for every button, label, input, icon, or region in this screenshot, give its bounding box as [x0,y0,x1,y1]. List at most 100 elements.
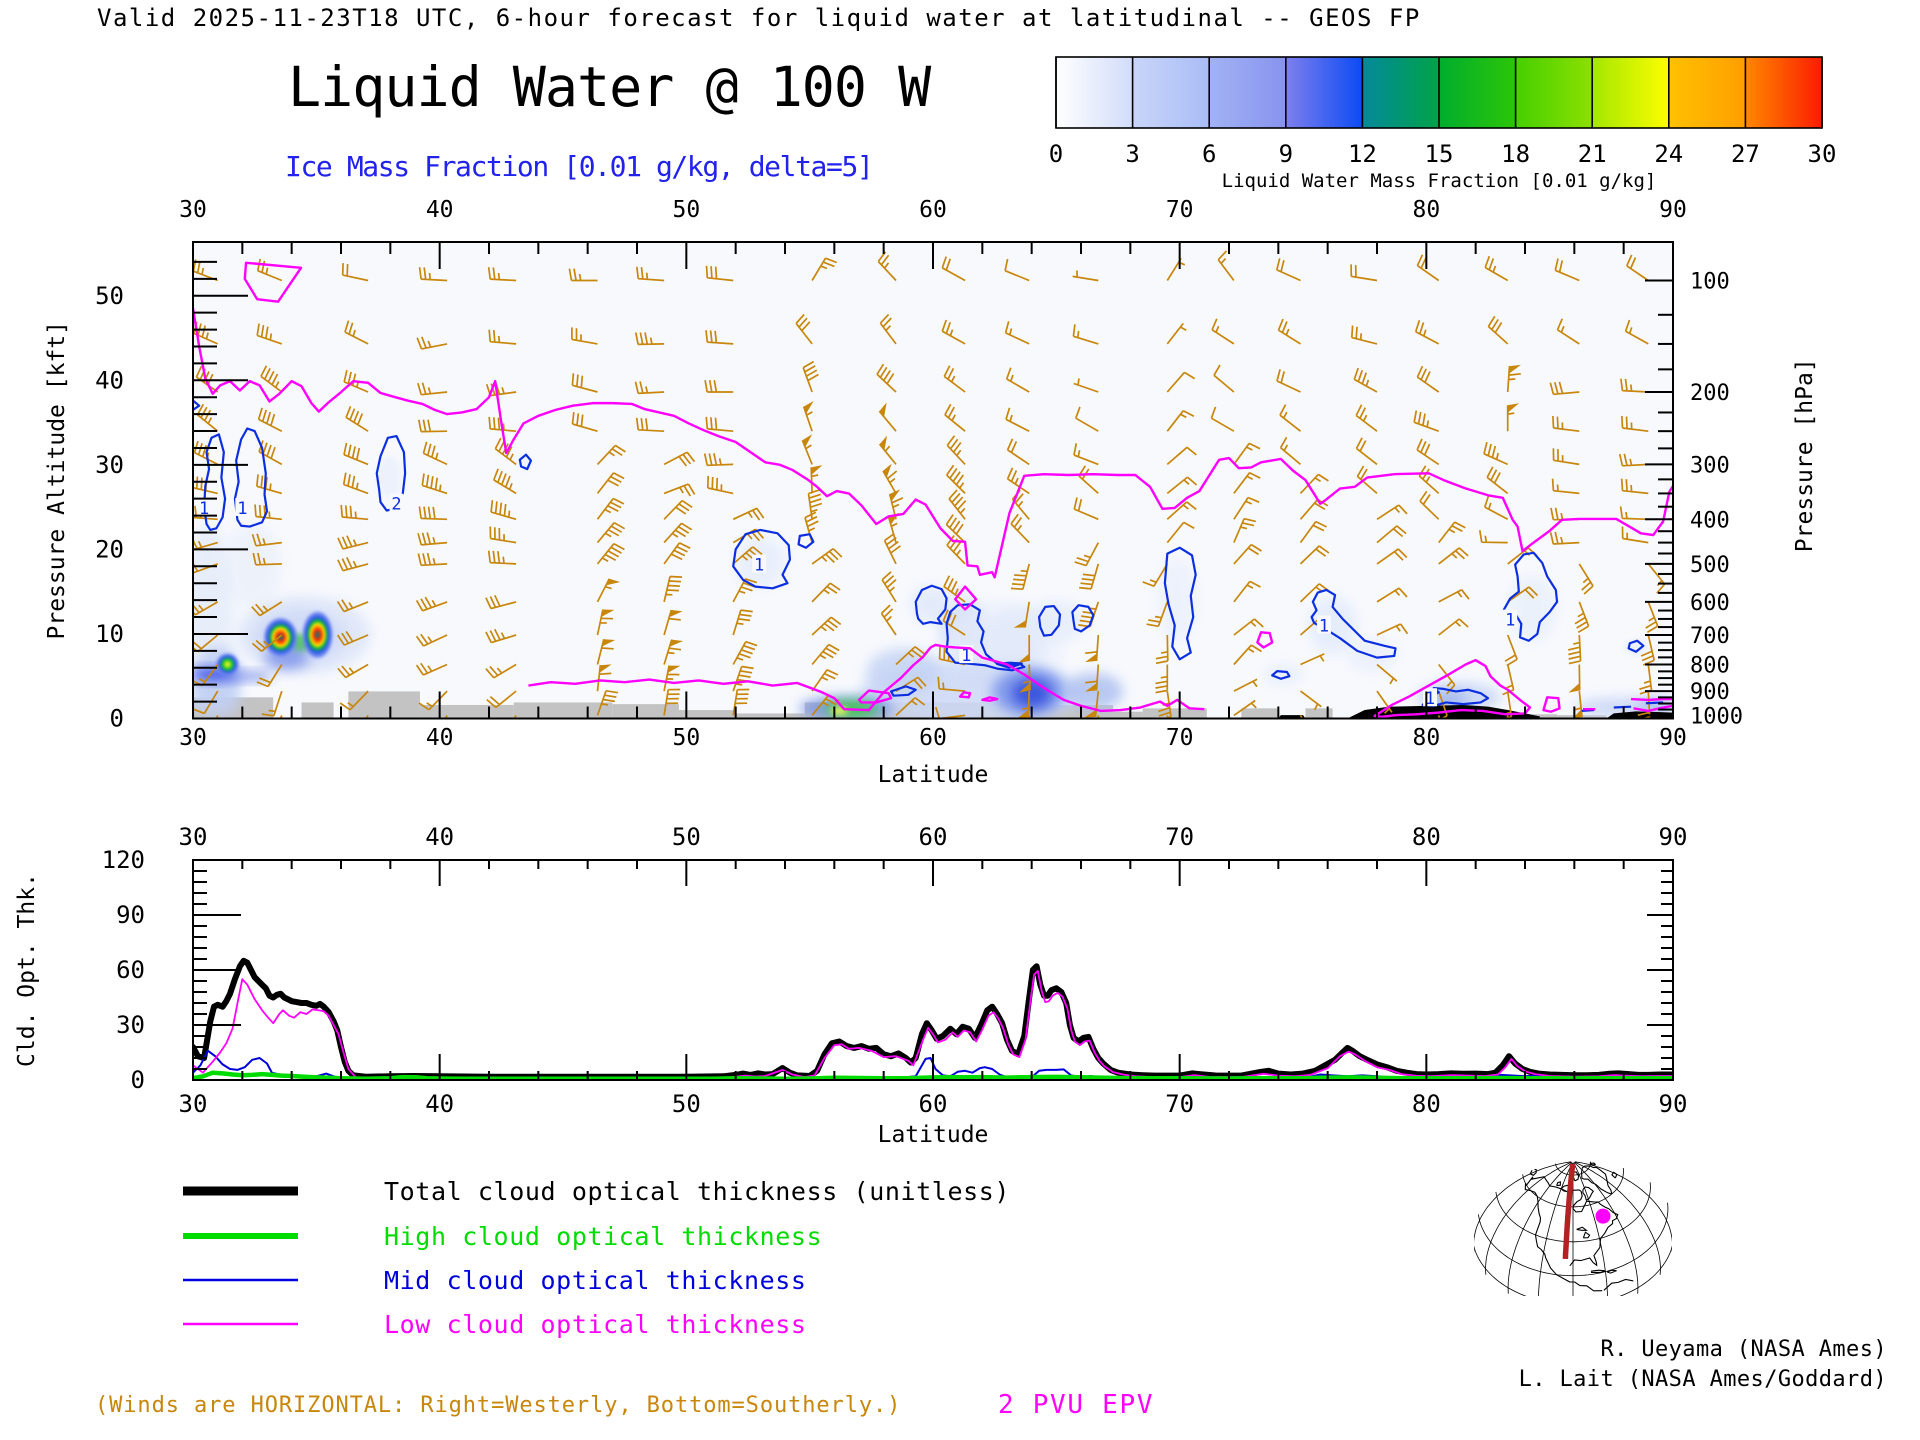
barb-staff [1506,405,1515,432]
wind-barb [421,473,448,495]
barb-staff [1355,437,1378,466]
legend-label: High cloud optical thickness [384,1222,822,1251]
barb-staff [663,499,693,520]
wind-barb [1419,490,1440,520]
barb-staff [941,319,966,345]
wind-barb [941,319,966,345]
barb-staff [488,329,517,345]
wind-barb [1438,588,1470,603]
wind-barb [1549,531,1580,545]
barb-staff [1277,318,1301,345]
wind-barb [1353,367,1378,393]
wind-barb [596,638,616,665]
barb-staff [596,444,626,465]
wind-barb [943,575,966,603]
y-tick-label-right: 1000 [1690,704,1743,729]
wind-barb [485,628,517,644]
barb-staff [251,533,282,547]
legend-group: Total cloud optical thickness (unitless)… [183,1177,1009,1339]
wind-barb [1072,324,1099,345]
terrain-gray [1113,711,1143,719]
barb-staff [663,575,683,603]
barb-staff [1619,506,1649,521]
header-group: Valid 2025-11-23T18 UTC, 6-hour forecast… [97,4,1419,183]
epv-closed-contour [1542,696,1561,713]
wind-barb [1211,318,1235,345]
colorbar-tick-label: 21 [1578,140,1607,168]
barb-staff [941,256,966,282]
y-tick-label-right: 900 [1690,680,1730,705]
barb-staff [571,412,598,433]
wind-barb [487,550,517,565]
barb-flag [1019,682,1031,693]
barb-staff [1004,321,1030,345]
wind-barb [415,596,448,612]
barb-staff [260,365,283,393]
wind-barb [1376,663,1398,685]
map-coastline [1582,1186,1595,1201]
wind-barb [636,266,665,282]
y-tick-label-right: 300 [1690,453,1730,478]
inset-map-group [1474,1161,1672,1296]
barb-flag [1507,403,1519,413]
wind-barb [1299,545,1330,565]
p2-x-axis-label: Latitude [878,1122,989,1148]
colorbar-tick-label: 18 [1501,140,1530,168]
barb-staff [1097,715,1100,719]
wind-barb [418,267,448,282]
y-tick-label-left: 40 [95,366,124,394]
wind-barb [1413,410,1439,432]
barb-staff [487,550,517,565]
winds-footnote: (Winds are HORIZONTAL: Right=Westerly, B… [95,1393,901,1418]
barb-staff [635,417,665,433]
barb-staff [596,665,612,692]
wind-barb [596,497,625,520]
wind-barb [1166,371,1196,393]
wind-barb [895,697,926,717]
barb-staff [252,552,282,566]
barb-staff [1438,588,1470,603]
wind-barb [417,382,448,396]
barb-staff [1073,443,1099,466]
ice-label-mask [235,497,250,516]
wind-barb [663,609,683,636]
barb-staff [421,473,448,495]
map-graticule-meridian [1474,1161,1572,1252]
wind-barb [596,609,615,636]
barb-staff [1350,264,1378,282]
wind-barb [596,472,625,494]
ice-contour [1037,604,1062,637]
wind-barb [489,526,517,544]
barb-staff [341,263,369,282]
barb-staff [1438,521,1466,544]
wind-barb [1356,465,1378,495]
barb-staff [732,546,763,565]
wind-barb [485,663,517,679]
wind-barb [811,548,843,565]
barb-flag [1567,734,1579,743]
barb-staff [1478,530,1508,544]
wind-barb [634,332,665,346]
wind-barb [663,483,696,497]
barb-staff [1640,634,1656,666]
y-axis-label-right: Pressure [hPa] [1792,358,1818,552]
barb-staff [1072,270,1099,282]
barb-staff [1155,664,1169,694]
terrain-gray [1142,708,1207,719]
wind-barb [732,546,763,565]
colorbar-tick-label: 6 [1202,140,1216,168]
barb-staff [1620,378,1649,393]
wind-barb [487,267,517,282]
map-coastline [1529,1168,1537,1176]
wind-barb [1276,369,1301,393]
barb-staff [1419,490,1440,520]
optical-thickness-series [193,970,1673,1080]
map-coastline [1581,1165,1613,1195]
wind-barb [1626,254,1649,282]
barb-staff [344,320,369,345]
barb-staff [1353,367,1378,393]
barb-staff [1094,691,1100,717]
barb-flag [669,639,684,647]
barb-staff [946,435,966,465]
liquid-shading-blob [1157,557,1197,643]
